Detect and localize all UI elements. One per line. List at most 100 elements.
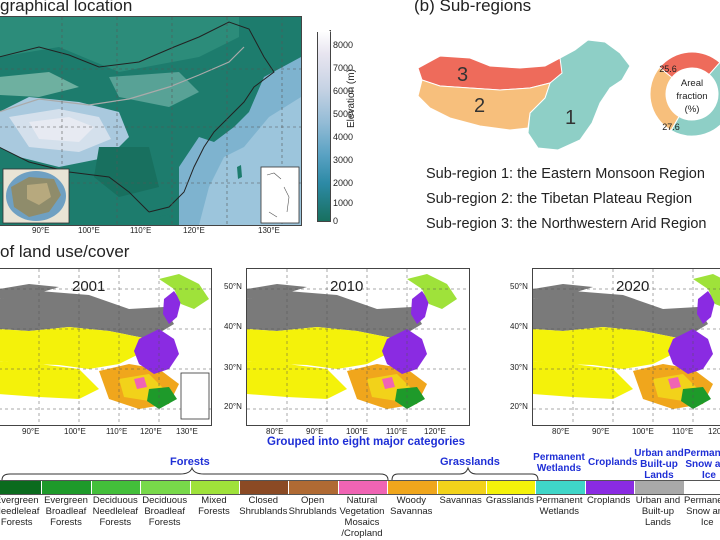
panel-b-title: (b) Sub-regions [414,0,532,15]
subregion-line-3: Sub-region 3: the Northwestern Arid Regi… [426,216,707,232]
legend-swatch [338,481,389,494]
lon-tick: 110°E [130,226,152,235]
lon-tick: 80°E [552,427,570,436]
lat-tick: 40°N [510,322,528,331]
landcover-patch [247,327,397,369]
south-china-sea-inset [180,372,210,420]
donut-label-2: fraction [676,91,707,102]
landcover-patch [0,291,174,339]
landcover-patch [163,291,181,324]
lat-tick: 20°N [224,402,242,411]
group-urban: Urban and Built-up Lands [634,448,684,481]
landcover-patch [668,377,681,389]
lat-tick: 30°N [510,363,528,372]
cb-tick: 1000 [333,198,354,208]
lon-tick: 90°E [306,427,324,436]
legend-swatch [487,481,537,494]
legend-swatch [289,481,339,494]
cb-tick: 5000 [333,109,354,119]
legend-swatch [536,481,586,494]
legend-class-label: Natural Vegetation Mosaics /Cropland [339,495,385,539]
legend-class-label: Evergreen Needleleaf Forests [0,495,40,528]
legend-class-label: Savannas [439,495,482,506]
landcover-patch [0,361,99,399]
landcover-patch [0,327,149,369]
lulc-map-2001 [0,268,212,426]
elevation-colorbar [317,30,331,222]
cb-tick: 7000 [333,63,354,73]
lulc-map-2010 [246,268,470,426]
lon-tick: 130°E [176,427,198,436]
region-2-number: 2 [474,95,485,117]
landcover-patch [0,284,59,299]
year-label-2020: 2020 [616,278,650,295]
elevation-map [0,16,302,226]
legend-swatch [240,481,290,494]
lulc-map-2020 [532,268,720,426]
lon-tick: 90°E [32,226,50,235]
panel-a-title: graphical location [0,0,133,15]
colorbar-label: Elevation (m) [346,69,357,128]
year-label-2001: 2001 [72,278,106,295]
subregion-line-1: Sub-region 1: the Eastern Monsoon Region [426,166,705,182]
legend-class-label: Mixed Forests [198,495,230,517]
legend-class-label: Deciduous Broadleaf Forests [142,495,188,528]
cb-tick: 4000 [333,132,354,142]
landcover-patch [668,329,713,374]
legend-swatch [635,481,685,494]
landcover-patch [247,291,422,339]
lat-tick: 40°N [224,322,242,331]
group-braces [1,466,539,481]
donut-label-3: (%) [685,104,700,115]
landcover-patch [533,291,708,339]
landcover-patch [407,274,457,309]
lat-tick: 30°N [224,363,242,372]
legend-class-label: Woody Savannas [390,495,433,517]
region-3-number: 3 [457,64,468,86]
landcover-patch [697,291,715,324]
subregion-line-2: Sub-region 2: the Tibetan Plateau Region [426,191,693,207]
lat-tick: 50°N [510,282,528,291]
fraction-label-r2: 27.6 [662,122,680,132]
areal-fraction-donut: Areal fraction (%) 25.6 27.6 [649,51,720,137]
year-label-2010: 2010 [330,278,364,295]
cb-tick: 6000 [333,86,354,96]
lon-tick: 100°E [346,427,368,436]
fraction-label-r3: 25.6 [659,64,677,74]
legend-swatch [388,481,438,494]
legend-swatch [684,481,720,494]
group-snow: Permanent Snow and Ice [684,448,720,481]
lon-tick: 130°E [258,226,280,235]
landcover-patch [395,387,425,409]
legend-color-strip [0,480,720,495]
legend-class-label: Evergreen Broadleaf Forests [44,495,88,528]
landcover-patch [134,377,147,389]
cb-tick: 2000 [333,178,354,188]
landcover-patch [159,274,209,309]
lon-tick: 120°E [183,226,205,235]
legend-class-label: Urban and Built-up Lands [635,495,681,528]
donut-label-1: Areal [681,78,703,89]
lon-tick: 100°E [78,226,100,235]
legend-swatch [91,481,142,494]
legend-swatch [141,481,191,494]
legend-class-label: Open Shrublands [288,495,337,517]
colorbar-arrow [315,24,331,32]
group-croplands: Croplands [588,457,638,468]
subregion-map: 1 2 3 [417,39,631,151]
landcover-patch [247,361,347,399]
landcover-patch [147,387,177,409]
legend-swatch [0,481,43,494]
panel-c-title: of land use/cover [0,242,130,261]
lon-tick: 120°E [424,427,446,436]
lon-tick: 110°E [672,427,694,436]
lat-tick: 50°N [224,282,242,291]
lon-tick: 110°E [106,427,128,436]
landcover-patch [382,329,427,374]
lon-tick: 100°E [64,427,86,436]
legend-class-label: Croplands [586,495,631,506]
legend-class-label: Permanent Wetlands [536,495,583,517]
group-wetlands: Permanent Wetlands [533,452,585,474]
landcover-patch [411,291,429,324]
